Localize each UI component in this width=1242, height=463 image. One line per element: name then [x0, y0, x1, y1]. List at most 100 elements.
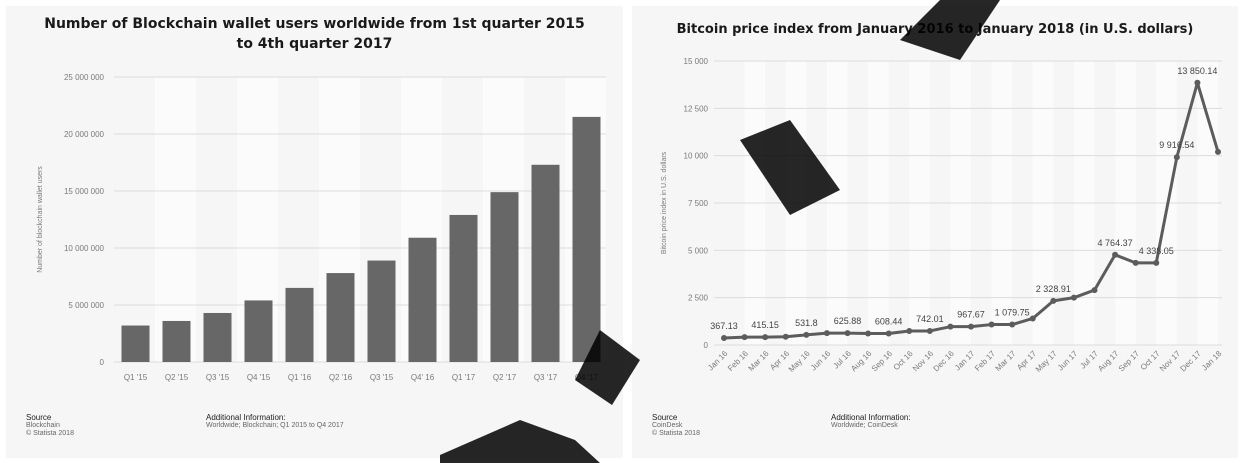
x-tick-label: Q2 '15	[165, 373, 189, 382]
y-tick-label: 15 000 000	[64, 187, 105, 196]
additional-info-block: Additional Information: Worldwide; Block…	[206, 414, 344, 430]
y-axis-label: Bitcoin price index in U.S. dollars	[661, 151, 668, 254]
data-point	[1091, 287, 1098, 294]
data-point	[803, 331, 810, 338]
data-label: 2 328.91	[1036, 284, 1071, 294]
data-point	[968, 323, 974, 330]
line-chart: 0 2 500 5 000 7 500 10 000 12 500 15 000 Bitcoi…	[661, 57, 1224, 374]
source-text: CoinDesk	[652, 422, 683, 429]
x-tick-label: Jun 17	[1056, 349, 1080, 373]
data-point	[1132, 259, 1139, 266]
bar	[408, 237, 437, 362]
x-tick-label: Mar 17	[994, 349, 1018, 373]
chart-title: Bitcoin price index from January 2016 to…	[676, 22, 1194, 37]
x-tick-label: Jun 16	[809, 349, 833, 373]
y-tick-label: 7 500	[688, 199, 709, 208]
data-point	[926, 327, 933, 334]
y-axis-label: Number of blockchain wallet users	[37, 166, 44, 273]
bar	[572, 116, 601, 363]
data-point	[721, 335, 727, 342]
data-point	[1215, 148, 1221, 155]
source-block: Source CoinDesk © Statista 2018	[652, 414, 700, 438]
data-label: 625.88	[834, 316, 862, 326]
data-point	[741, 334, 748, 341]
bar	[244, 300, 273, 362]
data-label: 608.44	[875, 316, 903, 326]
data-label: 367.13	[710, 321, 738, 331]
bar	[203, 312, 232, 362]
bar	[162, 320, 191, 362]
x-tick-label: Jan 17	[953, 349, 977, 373]
y-tick-label: 2 500	[688, 294, 709, 303]
column-band	[155, 77, 196, 362]
additional-info-text: Worldwide; CoinDesk	[831, 422, 898, 429]
data-point	[1070, 294, 1077, 301]
data-label: 13 850.14	[1177, 66, 1217, 76]
copyright-text: © Statista 2018	[652, 430, 700, 437]
bar	[326, 273, 355, 362]
data-point	[823, 330, 830, 337]
x-tick-label: Aug 16	[849, 349, 874, 374]
data-label: 415.15	[751, 320, 779, 330]
y-tick-label: 12 500	[684, 104, 709, 113]
bar	[490, 192, 519, 362]
data-point	[762, 334, 769, 341]
data-point	[782, 333, 789, 340]
x-tick-label: Q2 '16	[329, 373, 353, 382]
copyright-text: © Statista 2018	[26, 430, 74, 437]
bar	[285, 287, 314, 362]
y-tick-label: 25 000 000	[64, 73, 105, 82]
bar	[531, 164, 560, 362]
x-tick-label: Q1 '17	[452, 373, 476, 382]
x-tick-label: Mar 16	[747, 349, 771, 373]
data-point	[1050, 297, 1057, 304]
data-label: 967.67	[957, 310, 985, 320]
additional-info-label: Additional Information:	[206, 413, 286, 422]
data-label: 4 338.05	[1139, 246, 1174, 256]
bitcoin-price-chart-panel: Bitcoin price index from January 2016 to…	[632, 6, 1238, 458]
y-tick-label: 10 000	[684, 152, 709, 161]
bar	[367, 260, 396, 362]
data-label: 742.01	[916, 314, 944, 324]
x-tick-label: Nov 17	[1158, 349, 1183, 374]
x-tick-label: Q4 '17	[575, 373, 599, 382]
x-tick-label: Sep 17	[1117, 349, 1142, 374]
data-point	[1173, 154, 1180, 161]
bar	[121, 325, 150, 362]
y-tick-label: 0	[100, 358, 105, 367]
data-point	[865, 330, 872, 337]
y-tick-label: 15 000	[684, 57, 709, 66]
x-tick-label: Q4 '15	[247, 373, 271, 382]
x-tick-label: Dec 17	[1179, 349, 1204, 374]
source-text: Blockchain	[26, 422, 60, 429]
data-point	[1153, 259, 1160, 266]
x-tick-label: Q3 '17	[534, 373, 558, 382]
x-tick-label: Q1 '16	[288, 373, 312, 382]
x-tick-label: Feb 17	[973, 349, 997, 373]
data-label: 4 764.37	[1098, 238, 1133, 248]
x-tick-label: Feb 16	[726, 349, 750, 373]
x-tick-label: Q2 '17	[493, 373, 517, 382]
y-tick-label: 5 000	[688, 246, 709, 255]
data-label: 1 079.75	[995, 308, 1030, 318]
source-block: Source Blockchain © Statista 2018	[26, 414, 74, 438]
source-label: Source	[26, 413, 52, 422]
data-point	[1112, 251, 1119, 258]
data-point	[988, 321, 995, 328]
data-point	[1009, 321, 1016, 328]
data-point	[1029, 315, 1036, 322]
data-point	[844, 330, 851, 337]
blockchain-users-chart-panel: Number of Blockchain wallet users worldw…	[6, 6, 623, 458]
data-point	[947, 323, 954, 330]
x-tick-label: Q1 '15	[124, 373, 148, 382]
x-tick-label: Q3 '15	[206, 373, 230, 382]
data-point	[885, 330, 892, 337]
x-tick-label: Sep 16	[870, 349, 895, 374]
chart-title: Number of Blockchain wallet users worldw…	[44, 16, 585, 52]
data-point	[906, 327, 913, 334]
data-label: 531.8	[795, 318, 818, 328]
additional-info-label: Additional Information:	[831, 413, 911, 422]
x-tick-label: Q3 '15	[370, 373, 394, 382]
source-label: Source	[652, 413, 678, 422]
x-tick-label: Jan 18	[1200, 349, 1224, 373]
